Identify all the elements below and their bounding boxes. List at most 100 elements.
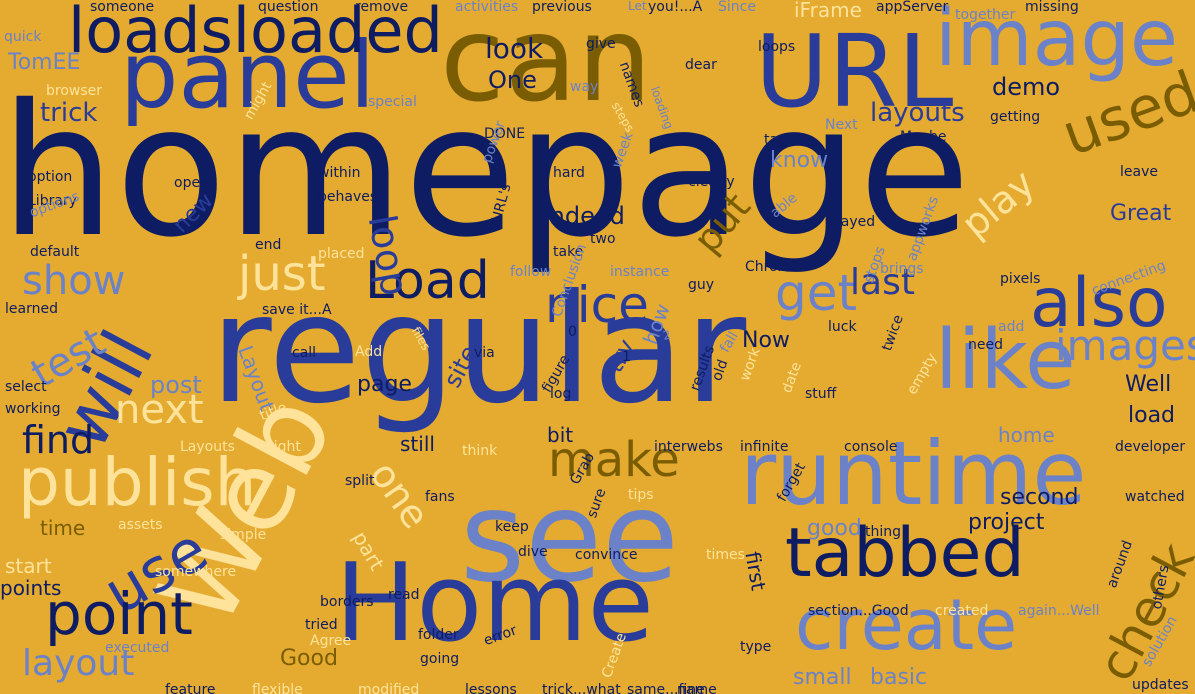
cloud-word-flexible: flexible bbox=[252, 682, 303, 694]
cloud-word-open: open bbox=[174, 175, 209, 191]
cloud-word-guy: guy bbox=[688, 277, 715, 293]
cloud-word-somewhere: somewhere bbox=[155, 564, 237, 580]
cloud-word-within: within bbox=[318, 165, 361, 181]
cloud-word-tabbed: tabbed bbox=[785, 514, 1025, 593]
cloud-word-again-well: again...Well bbox=[1018, 603, 1100, 619]
cloud-word-convince: convince bbox=[575, 547, 638, 563]
cloud-word-bit: bit bbox=[547, 423, 574, 447]
cloud-word-page: page bbox=[357, 372, 412, 397]
cloud-word-appserver: appServer bbox=[876, 0, 949, 15]
cloud-word-indeed: indeed bbox=[543, 202, 625, 230]
cloud-word-luck: luck bbox=[828, 319, 857, 335]
cloud-word-last: last bbox=[850, 262, 915, 303]
cloud-word-two: two bbox=[590, 231, 616, 247]
cloud-word-date: date bbox=[779, 359, 805, 396]
cloud-word-save-it-a: save it...A bbox=[262, 302, 332, 318]
cloud-word-learned: learned bbox=[5, 301, 58, 317]
cloud-word-activities: activities bbox=[455, 0, 519, 15]
cloud-word-iframe: iFrame bbox=[794, 0, 862, 22]
cloud-word-show: show bbox=[22, 258, 126, 304]
cloud-word-instance: instance bbox=[610, 264, 670, 280]
cloud-word-working: working bbox=[5, 401, 61, 417]
cloud-word-clearly: clearly bbox=[688, 174, 735, 190]
cloud-word-via: via bbox=[474, 345, 495, 361]
cloud-word-stuff: stuff bbox=[805, 386, 837, 402]
cloud-word-see: see bbox=[460, 465, 679, 610]
cloud-word-runtime: runtime bbox=[740, 422, 1087, 525]
cloud-word-default: default bbox=[30, 244, 80, 260]
cloud-word-log: log bbox=[550, 386, 572, 402]
cloud-word-same-fine: same...fine bbox=[627, 682, 705, 694]
cloud-word-keep: keep bbox=[495, 519, 529, 535]
cloud-word-getting: getting bbox=[990, 109, 1041, 125]
cloud-word-together: together bbox=[955, 7, 1016, 23]
cloud-word-infinite: infinite bbox=[740, 439, 789, 455]
cloud-word-lessons: lessons bbox=[465, 682, 517, 694]
cloud-word-layouts: Layouts bbox=[180, 439, 235, 455]
cloud-word-create: create bbox=[795, 584, 1018, 666]
cloud-word-good: good bbox=[807, 516, 862, 541]
cloud-word-pixels: pixels bbox=[1000, 271, 1041, 287]
cloud-word-get: get bbox=[775, 264, 858, 322]
cloud-word-tomee: TomEE bbox=[8, 50, 81, 75]
cloud-word-dear: dear bbox=[685, 57, 717, 73]
cloud-word-end: end bbox=[255, 237, 282, 253]
cloud-word-special: special bbox=[368, 94, 417, 110]
cloud-word-leave: leave bbox=[1120, 164, 1158, 180]
cloud-word-tips: tips bbox=[628, 487, 654, 503]
cloud-word-watched: watched bbox=[1125, 489, 1185, 505]
cloud-word-url: URL bbox=[755, 13, 954, 130]
cloud-word-missing: missing bbox=[1025, 0, 1079, 15]
cloud-word-previous: previous bbox=[532, 0, 592, 15]
cloud-word-section-good: section...Good bbox=[808, 603, 909, 619]
cloud-word-question: question bbox=[258, 0, 319, 15]
cloud-word-nice: nice bbox=[545, 276, 649, 334]
cloud-word-console: console bbox=[844, 439, 898, 455]
cloud-word-loops: loops bbox=[758, 39, 796, 55]
cloud-word-split: split bbox=[345, 473, 375, 489]
cloud-word-well: Well bbox=[1125, 372, 1172, 397]
cloud-word-home: Home bbox=[335, 541, 654, 666]
cloud-word-publish: publish bbox=[18, 444, 257, 521]
cloud-word-library: Library bbox=[28, 193, 77, 209]
cloud-word-placed: placed bbox=[318, 246, 365, 262]
cloud-word-right: right bbox=[268, 439, 301, 455]
cloud-word-take: take bbox=[553, 244, 584, 260]
cloud-word-done: DONE bbox=[484, 126, 526, 142]
cloud-word-updates: updates bbox=[1132, 677, 1189, 693]
cloud-word-good: Good bbox=[280, 646, 338, 671]
cloud-word-trick: trick bbox=[40, 98, 98, 128]
cloud-word-next: next bbox=[115, 387, 204, 433]
cloud-word-remove: remove bbox=[355, 0, 409, 15]
cloud-word-just: just bbox=[238, 246, 326, 302]
cloud-word-option: option bbox=[28, 169, 73, 185]
cloud-word-home: home bbox=[998, 423, 1055, 447]
cloud-word-thing: thing bbox=[865, 524, 902, 540]
cloud-word-browser: browser bbox=[46, 83, 103, 99]
cloud-word-next: Next bbox=[825, 117, 858, 133]
cloud-word-hard: hard bbox=[553, 165, 585, 181]
cloud-word-think: think bbox=[462, 443, 498, 459]
cloud-word-1: 1 bbox=[622, 349, 631, 365]
cloud-word-tags: tags bbox=[764, 132, 795, 148]
cloud-word-project: project bbox=[968, 510, 1045, 535]
cloud-word-time: time bbox=[40, 516, 86, 540]
cloud-word-load: load bbox=[1128, 403, 1176, 428]
cloud-word-layouts: layouts bbox=[870, 98, 965, 128]
cloud-word-going: going bbox=[420, 651, 460, 667]
cloud-word-find: find bbox=[22, 418, 95, 462]
cloud-word-executed: executed bbox=[105, 640, 170, 656]
cloud-word-homepage: homepage bbox=[0, 65, 971, 277]
cloud-word-call: call bbox=[292, 345, 317, 361]
cloud-word-type: type bbox=[740, 639, 772, 655]
cloud-word-interwebs: interwebs bbox=[654, 439, 723, 455]
cloud-word-check: check bbox=[1086, 533, 1195, 691]
cloud-word-modified: modified bbox=[358, 682, 420, 694]
cloud-word-dive: dive bbox=[518, 544, 548, 560]
cloud-word-post: post bbox=[150, 371, 202, 399]
cloud-word-developer: developer bbox=[1115, 439, 1186, 455]
cloud-word-select: select bbox=[5, 379, 47, 395]
cloud-word-read: read bbox=[388, 587, 420, 603]
cloud-word-follow: follow bbox=[510, 264, 552, 280]
cloud-word-basic: basic bbox=[870, 665, 928, 690]
